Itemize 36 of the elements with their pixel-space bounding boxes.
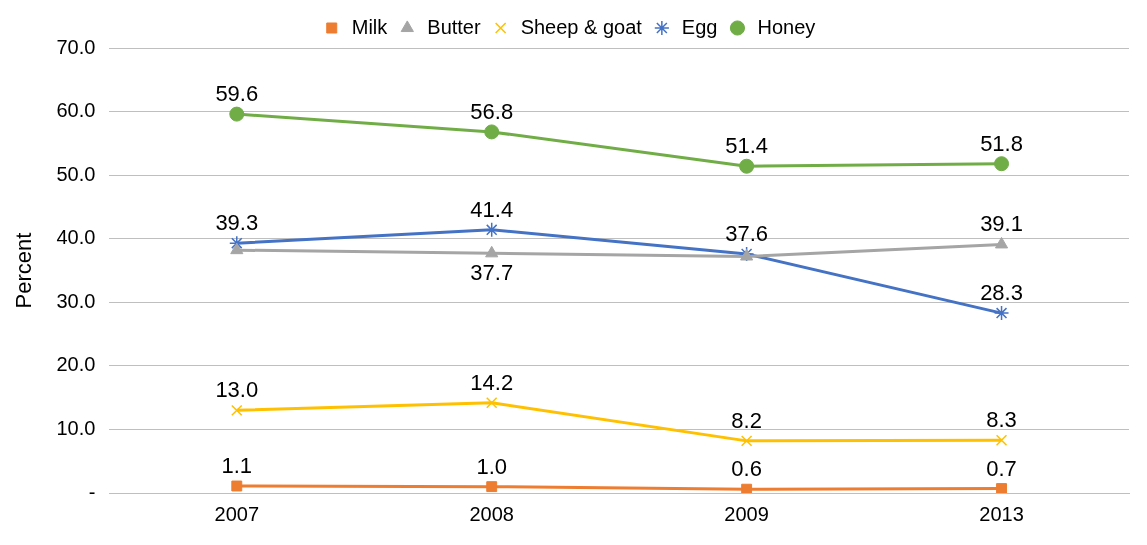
data-label: 8.3 (986, 407, 1017, 433)
x-tick-label: 2009 (724, 502, 769, 525)
data-label: 1.0 (476, 453, 507, 479)
data-label: 0.7 (986, 455, 1017, 481)
data-label: 14.2 (470, 369, 514, 395)
y-tick-label: 30.0 (56, 289, 96, 312)
data-label: 39.1 (980, 211, 1023, 237)
legend-label: Sheep & goat (520, 15, 643, 38)
y-tick-label: - (88, 480, 96, 503)
data-label: 51.8 (980, 130, 1023, 156)
y-tick-label: 60.0 (56, 99, 96, 122)
data-label: 59.6 (215, 81, 259, 107)
y-tick-label: 50.0 (56, 162, 96, 185)
y-tick-label: 40.0 (56, 226, 96, 249)
data-label: 56.8 (470, 98, 514, 124)
data-label: 39.3 (215, 210, 259, 236)
data-label: 8.2 (731, 407, 762, 433)
y-tick-label: 20.0 (56, 353, 96, 376)
data-label: 28.3 (980, 280, 1023, 306)
data-label: 37.7 (470, 260, 514, 286)
legend-label: Egg (681, 15, 718, 38)
data-label: 37.6 (725, 221, 769, 247)
data-label: 13.0 (215, 377, 259, 403)
y-axis-title: Percent (11, 232, 37, 309)
y-tick-label: 10.0 (56, 416, 96, 439)
legend-label: Butter (427, 15, 481, 38)
data-label: 1.1 (221, 453, 253, 479)
legend-label: Honey (757, 15, 816, 38)
data-label: 0.6 (731, 456, 762, 482)
data-label: 41.4 (470, 196, 514, 222)
y-tick-label: 70.0 (56, 35, 96, 58)
legend-label: Milk (351, 15, 389, 38)
x-tick-label: 2013 (979, 502, 1024, 525)
x-tick-label: 2008 (469, 502, 514, 525)
data-label: 51.4 (725, 133, 769, 159)
x-tick-label: 2007 (214, 502, 260, 525)
